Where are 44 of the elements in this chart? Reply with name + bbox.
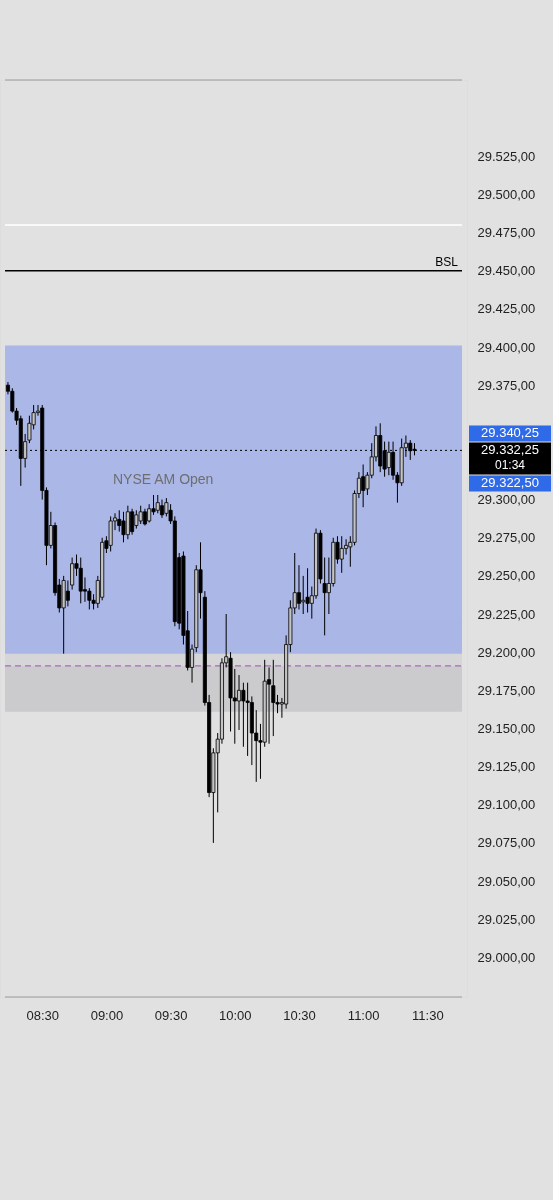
x-tick-label: 09:30 (154, 1007, 188, 1023)
candlestick (361, 464, 366, 508)
y-tick-label: 29.525,00 (477, 148, 536, 164)
y-tick-label: 29.375,00 (477, 377, 536, 393)
text: 29.322,50 (481, 475, 539, 491)
y-tick-label: 29.250,00 (477, 568, 536, 584)
y-tick-label: 29.450,00 (477, 263, 536, 279)
x-tick-label: 11:30 (412, 1007, 444, 1023)
y-tick-label: 29.125,00 (477, 759, 536, 775)
candlestick (78, 557, 83, 604)
ref-line-label: BSL (435, 254, 459, 269)
candlestick (138, 505, 143, 525)
candlestick (155, 494, 160, 514)
text: 01:34 (494, 458, 526, 473)
x-tick-label: 10:00 (219, 1007, 252, 1023)
text: 29.340,25 (481, 425, 539, 441)
candlestick (134, 509, 139, 530)
y-tick-label: 29.500,00 (477, 186, 536, 202)
y-tick-label: 29.100,00 (477, 797, 536, 813)
y-tick-label: 29.175,00 (477, 682, 536, 698)
candlestick (125, 505, 130, 540)
x-tick-label: 10:30 (283, 1007, 316, 1023)
candlestick (121, 511, 126, 543)
y-tick-label: 29.475,00 (477, 225, 536, 241)
y-tick-label: 29.000,00 (477, 949, 536, 965)
y-tick-label: 29.050,00 (477, 873, 536, 889)
x-tick-label: 09:00 (90, 1007, 124, 1023)
y-tick-label: 29.025,00 (477, 911, 536, 927)
y-tick-label: 29.275,00 (477, 530, 536, 546)
candlestick (130, 508, 135, 536)
y-tick-label: 29.075,00 (477, 835, 536, 851)
x-tick-label: 08:30 (26, 1007, 59, 1023)
y-tick-label: 29.200,00 (477, 644, 536, 660)
y-tick-label: 29.300,00 (477, 492, 536, 508)
x-tick-label: 11:00 (347, 1007, 380, 1023)
y-tick-label: 29.225,00 (477, 606, 536, 622)
candlestick (296, 564, 301, 610)
annotation: NYSE AM Open (113, 471, 214, 487)
ref-line-label: 29.332,25 (481, 442, 539, 458)
y-tick-label: 29.400,00 (477, 339, 536, 355)
candlestick (305, 567, 310, 613)
y-tick-label: 29.150,00 (477, 720, 536, 736)
candlestick (339, 535, 344, 574)
y-tick-label: 29.425,00 (477, 301, 536, 317)
